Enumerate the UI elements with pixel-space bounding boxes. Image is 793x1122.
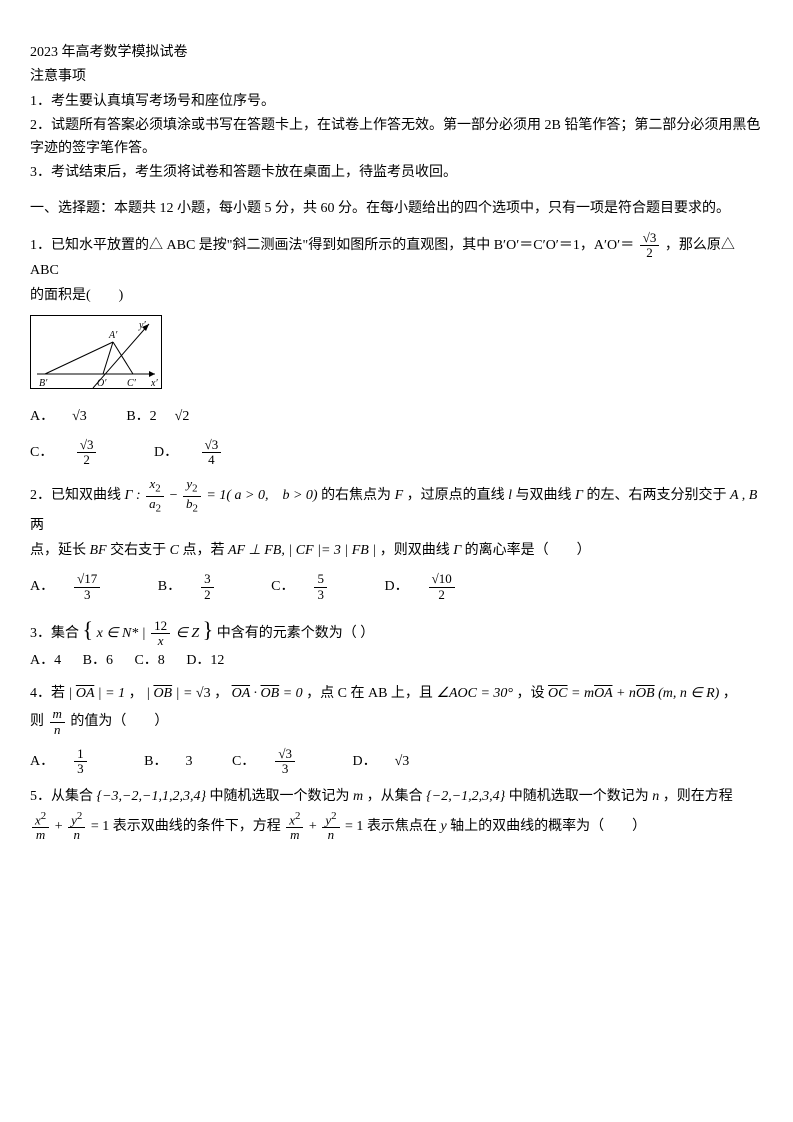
q2-after: 的右焦点为 [321,489,391,504]
q2-eq: = 1( a > 0, b > 0) [206,489,317,504]
q5-t4: ，则在方程 [663,789,733,804]
q2-G: Γ [575,489,583,504]
q2-F: F [395,489,404,504]
q1-label-A: A′ [108,330,118,341]
q1-label-B: B′ [39,378,48,389]
q2-frac1: x2 a2 [146,477,164,515]
q2-gamma: Γ : [125,489,141,504]
q1-diagram: A′ B′ O′ C′ x′ y′ [30,315,162,389]
question-1: 1．已知水平放置的△ ABC 是按"斜二测画法"得到如图所示的直观图，其中 B′… [30,231,763,283]
q2-t3: 的左、右两支分别交于 [586,489,726,504]
q4-ob: | OB | = [146,686,196,701]
section-1-heading: 一、选择题：本题共 12 小题，每小题 5 分，共 60 分。在每小题给出的四个… [30,198,763,220]
q4-dot: OA · OB = 0 [232,686,303,701]
q3-opt-B: B．6 [83,653,113,668]
q5-mid: 表示双曲线的条件下，方程 [113,819,281,834]
q5-n: n [652,789,659,804]
q2-opt-C: C．53 [271,579,363,594]
q3-frac: 12x [151,619,170,649]
q4-pre: 4．若 [30,686,65,701]
q1-text-pre: 1．已知水平放置的△ ABC 是按"斜二测画法"得到如图所示的直观图，其中 B′… [30,238,634,253]
q2-t4: 两 [30,518,44,533]
q5-eq2-x: x2m [286,811,303,843]
q1-options-row2: C． √32 D． √34 [30,438,763,468]
question-4: 4．若 | OA | = 1 ， | OB | = √3 ， OA · OB =… [30,683,763,705]
q5-eq1-y: y2n [68,811,85,843]
q3-opt-A: A．4 [30,653,61,668]
q1-frac: √3 2 [640,231,660,261]
q1-line2: 的面积是( ) [30,285,763,307]
q2-l: l [508,489,512,504]
q4-opt-D: D．√3 [352,754,427,769]
q2-pre: 2．已知双曲线 [30,489,121,504]
notice-3: 3．考试结束后，考生须将试卷和答题卡放在桌面上，待监考员收回。 [30,162,763,184]
q2-options: A．√173 B．32 C．53 D．√102 [30,572,763,602]
q4-frac-mn: mn [50,707,65,737]
q1-frac-num: √3 [640,231,660,246]
q5-eq2-y: y2n [322,811,339,843]
q4-options: A．13 B．3 C．√33 D．√3 [30,747,763,777]
q4-ang: ∠AOC = 30° [436,686,513,701]
notice-label: 注意事项 [30,66,763,88]
q1-opt-D: D． √34 [154,445,257,460]
q5-pre: 5．从集合 [30,789,93,804]
q2-opt-B: B．32 [158,579,250,594]
q5-post: 表示焦点在 [367,819,437,834]
q1-options-row1: A．√3 B．2√2 [30,406,763,428]
q5-set2: {−2,−1,2,3,4} [426,789,505,804]
q1-label-C: C′ [127,378,137,389]
q5-t1: 中随机选取一个数记为 [210,789,350,804]
q3-brace-l: { [83,617,94,642]
q1-label-y: y′ [138,320,146,331]
q1-opt-A: A．√3 [30,409,105,424]
q3-post: 中含有的元素个数为（ ） [217,626,375,641]
q5-line2: x2m + y2n = 1 表示双曲线的条件下，方程 x2m + y2n = 1… [30,811,763,843]
q3-opt-C: C．8 [134,653,164,668]
q3-options: A．4 B．6 C．8 D．12 [30,650,763,672]
q5-post2: 轴上的双曲线的概率为（ ） [450,819,646,834]
q5-t2: ，从集合 [367,789,423,804]
q1-label-O: O′ [97,378,107,389]
notice-1: 1．考生要认真填写考场号和座位序号。 [30,91,763,113]
q3-xin: x ∈ N* | [97,626,146,641]
q4-opt-A: A．13 [30,754,123,769]
q5-set1: {−3,−2,−1,1,2,3,4} [97,789,207,804]
q3-opt-D: D．12 [186,653,224,668]
q1-opt-C: C． √32 [30,445,136,460]
q4-opt-C: C．√33 [232,754,331,769]
q5-t3: 中随机选取一个数记为 [509,789,649,804]
q2-frac2: y2 b2 [183,477,201,515]
q5-eq1-x: x2m [32,811,49,843]
q1-frac-den: 2 [640,246,660,260]
q5-y: y [440,819,446,834]
question-2: 2．已知双曲线 Γ : x2 a2 − y2 b2 = 1( a > 0, b … [30,477,763,537]
q2-t2: 与双曲线 [516,489,572,504]
q4-oc: OC = mOA + nOB [548,686,655,701]
q2-opt-D: D．√102 [384,579,490,594]
q5-m: m [353,789,363,804]
q2-AB: A , B [730,489,757,504]
q1-opt-B: B．2√2 [126,409,207,424]
q3-in: ∈ Z [176,626,199,641]
q3-pre: 3．集合 [30,626,79,641]
q4-t2: ，设 [517,686,545,701]
q2-t1: ，过原点的直线 [407,489,505,504]
q4-opt-B: B．3 [144,754,210,769]
q2-opt-A: A．√173 [30,579,136,594]
q1-label-x: x′ [150,378,158,389]
q2-line2: 点，延长 BF 交右支于 C 点，若 AF ⊥ FB, | CF |= 3 | … [30,540,763,562]
q3-brace-r: } [203,617,214,642]
question-5: 5．从集合 {−3,−2,−1,1,2,3,4} 中随机选取一个数记为 m ，从… [30,786,763,808]
q4-oa: | OA | = 1 [69,686,126,701]
q4-t1: ，点 C 在 AB 上，且 [306,686,433,701]
q4-line2: 则 mn 的值为（ ） [30,707,763,737]
notice-2: 2．试题所有答案必须填涂或书写在答题卡上，在试卷上作答无效。第一部分必须用 2B… [30,115,763,160]
q4-mn: (m, n ∈ R) [658,686,719,701]
q2-minus: − [170,489,178,504]
question-3: 3．集合 { x ∈ N* | 12x ∈ Z } 中含有的元素个数为（ ） [30,612,763,649]
exam-title: 2023 年高考数学模拟试卷 [30,42,763,64]
